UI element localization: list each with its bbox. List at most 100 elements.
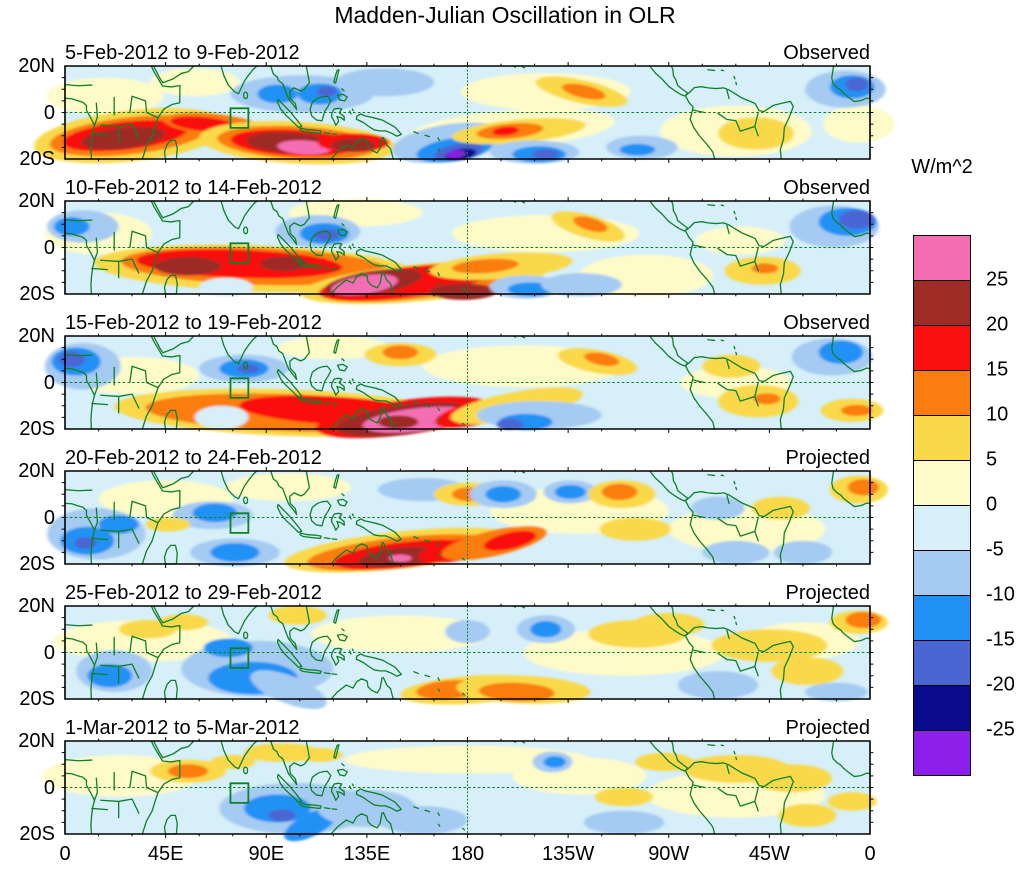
coastlines [65, 606, 870, 699]
panel-6: 1-Mar-2012 to 5-Mar-2012 Projected 20N 0 2… [18, 713, 877, 845]
colorbar-segment [914, 731, 970, 775]
x-axis-label: 0 [59, 843, 71, 865]
anomaly-field [34, 68, 895, 165]
panel-status-label: Projected [785, 717, 871, 739]
region-marker-box [230, 783, 248, 803]
colorbar-tick-label: -5 [986, 538, 1004, 561]
y-axis-label: 0 [43, 101, 55, 124]
panel-4: 20-Feb-2012 to 24-Feb-2012 Projected 20N… [18, 443, 888, 575]
map-frame [65, 606, 870, 699]
panel-5-header: 25-Feb-2012 to 29-Feb-2012 Projected [65, 578, 870, 606]
colorbar-units-label: W/m^2 [911, 156, 973, 178]
panel-5: 25-Feb-2012 to 29-Feb-2012 Projected 20N… [18, 578, 888, 710]
map-frame [65, 201, 870, 294]
region-marker-box [230, 108, 248, 128]
colorbar-segment [914, 506, 970, 551]
y-axis-label: 20N [18, 190, 55, 212]
y-axis-label: 20N [18, 55, 55, 77]
colorbar-segment [914, 641, 970, 686]
map-canvas [42, 741, 877, 842]
map-frame [65, 471, 870, 564]
x-axis-label: 180 [450, 843, 485, 865]
map-canvas [53, 606, 888, 710]
map-canvas [34, 66, 895, 165]
panel-1-header: 5-Feb-2012 to 9-Feb-2012 Observed [65, 38, 870, 66]
panel-date-range: 25-Feb-2012 to 29-Feb-2012 [65, 582, 322, 604]
map-frame [65, 741, 870, 834]
panel-status-label: Observed [783, 42, 870, 64]
y-axis-label: 0 [43, 641, 55, 664]
y-axis-label: 20N [18, 730, 55, 752]
region-marker-box [230, 243, 248, 263]
coastlines [65, 741, 870, 834]
map-canvas [47, 471, 888, 573]
panel-date-range: 20-Feb-2012 to 24-Feb-2012 [65, 447, 322, 469]
colorbar-segment [914, 236, 970, 281]
colorbar-tick-label: 20 [986, 313, 1009, 336]
map-canvas [44, 336, 884, 439]
x-axis-label: 45W [748, 843, 790, 865]
panel-status-label: Projected [785, 582, 871, 604]
coastlines [65, 66, 870, 159]
anomaly-field [42, 743, 877, 842]
panel-status-label: Projected [785, 447, 871, 469]
panel-date-range: 10-Feb-2012 to 14-Feb-2012 [65, 177, 322, 199]
y-axis-label: 20S [19, 148, 55, 170]
panel-2-header: 10-Feb-2012 to 14-Feb-2012 Observed [65, 173, 870, 201]
colorbar-tick-label: -15 [986, 628, 1015, 651]
anomaly-field [47, 473, 888, 573]
colorbar-segment [914, 416, 970, 461]
y-axis-label: 0 [43, 506, 55, 529]
panel-3-header: 15-Feb-2012 to 19-Feb-2012 Observed [65, 308, 870, 336]
panel-3: 15-Feb-2012 to 19-Feb-2012 Observed 20N 0… [18, 308, 884, 440]
coastlines [65, 471, 870, 564]
colorbar-tick-label: 25 [986, 268, 1009, 291]
y-axis-label: 0 [43, 371, 55, 394]
panel-2: 10-Feb-2012 to 14-Feb-2012 Observed 20N 0… [18, 173, 879, 305]
panel-status-label: Observed [783, 177, 870, 199]
y-axis-label: 0 [43, 236, 55, 259]
colorbar-segment [914, 596, 970, 641]
y-axis-label: 20S [19, 553, 55, 575]
panel-1: 5-Feb-2012 to 9-Feb-2012 Observed 20N 0 20… [18, 38, 895, 170]
colorbar-segment [914, 551, 970, 596]
map-frame [65, 336, 870, 429]
y-axis-label: 20S [19, 688, 55, 710]
panel-4-header: 20-Feb-2012 to 24-Feb-2012 Projected [65, 443, 870, 471]
colorbar-segment [914, 371, 970, 416]
y-axis-label: 20S [19, 418, 55, 440]
y-axis-label: 20S [19, 283, 55, 305]
coastlines [65, 336, 870, 429]
colorbar [913, 235, 971, 776]
y-axis-label: 20N [18, 460, 55, 482]
panel-status-label: Observed [783, 312, 870, 334]
x-axis-label: 135E [343, 843, 391, 865]
panel-6-header: 1-Mar-2012 to 5-Mar-2012 Projected [65, 713, 870, 741]
y-axis-label: 20N [18, 595, 55, 617]
y-axis-label: 20S [19, 823, 55, 845]
map-frame [65, 66, 870, 159]
colorbar-tick-label: 10 [986, 403, 1009, 426]
colorbar-tick-label: -10 [986, 583, 1015, 606]
colorbar-segment [914, 686, 970, 731]
x-axis: 0 45E 90E 135E 180 135W 90W 45W 0 [59, 843, 875, 869]
colorbar-segment [914, 326, 970, 371]
x-axis-label: 45E [147, 843, 184, 865]
colorbar-tick-label: -20 [986, 673, 1015, 696]
region-marker-box [230, 648, 248, 668]
map-canvas [44, 201, 879, 304]
anomaly-field [53, 606, 888, 710]
colorbar-tick-label: -25 [986, 718, 1015, 741]
colorbar-tick-label: 5 [986, 448, 998, 471]
colorbar-segment [914, 461, 970, 506]
colorbar-tick-label: 0 [986, 493, 998, 516]
x-axis-label: 90W [648, 843, 690, 865]
panel-date-range: 1-Mar-2012 to 5-Mar-2012 [65, 717, 300, 739]
colorbar-segment [914, 281, 970, 326]
panel-date-range: 15-Feb-2012 to 19-Feb-2012 [65, 312, 322, 334]
region-marker-box [230, 378, 248, 398]
chart-title: Madden-Julian Oscillation in OLR [334, 2, 676, 28]
coastlines [65, 201, 870, 294]
x-axis-label: 0 [864, 843, 876, 865]
